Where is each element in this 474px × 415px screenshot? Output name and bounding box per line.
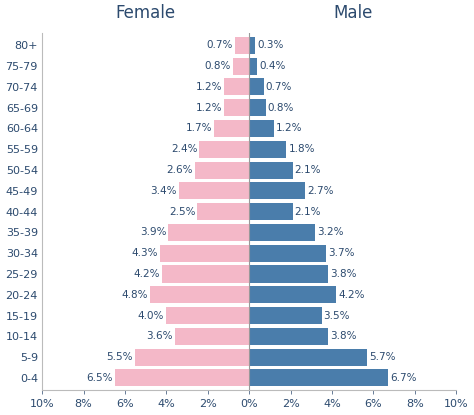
Bar (200, 141, 249, 158)
Text: 3.9%: 3.9% (140, 227, 166, 237)
Text: 2.4%: 2.4% (171, 144, 197, 154)
Bar (249, 141, 286, 158)
Text: 0.8%: 0.8% (204, 61, 230, 71)
Bar (233, 58, 249, 75)
Bar (135, 349, 249, 366)
Text: 3.2%: 3.2% (318, 227, 344, 237)
Bar (249, 99, 265, 116)
Bar (224, 99, 249, 116)
Text: 4.8%: 4.8% (121, 290, 148, 300)
Bar (249, 224, 315, 241)
Bar (197, 203, 249, 220)
Text: 0.7%: 0.7% (265, 82, 292, 92)
Bar (249, 266, 328, 283)
Text: 4.2%: 4.2% (134, 269, 160, 279)
Bar (249, 307, 321, 324)
Bar (162, 266, 249, 283)
Bar (249, 328, 328, 345)
Bar (150, 286, 249, 303)
Bar (249, 182, 305, 199)
Text: 0.7%: 0.7% (206, 40, 233, 50)
Bar (249, 58, 257, 75)
Text: 6.5%: 6.5% (86, 373, 112, 383)
Text: 2.5%: 2.5% (169, 207, 195, 217)
Text: 5.5%: 5.5% (107, 352, 133, 362)
Bar (249, 203, 292, 220)
Bar (235, 37, 249, 54)
Text: 3.8%: 3.8% (330, 269, 356, 279)
Bar (249, 78, 264, 95)
Bar (214, 120, 249, 137)
Bar (249, 161, 292, 178)
Bar (249, 37, 255, 54)
Bar (249, 286, 336, 303)
Text: 1.8%: 1.8% (289, 144, 315, 154)
Text: 1.2%: 1.2% (276, 124, 302, 134)
Bar (249, 120, 274, 137)
Text: 2.7%: 2.7% (307, 186, 334, 196)
Text: 2.1%: 2.1% (295, 165, 321, 175)
Bar (168, 224, 249, 241)
Text: 0.4%: 0.4% (259, 61, 286, 71)
Text: 3.8%: 3.8% (330, 331, 356, 342)
Text: 1.2%: 1.2% (196, 82, 222, 92)
Bar (166, 307, 249, 324)
Text: 0.8%: 0.8% (268, 103, 294, 113)
Bar (195, 161, 249, 178)
Text: 3.5%: 3.5% (324, 310, 350, 320)
Bar (249, 349, 367, 366)
Text: 3.6%: 3.6% (146, 331, 173, 342)
Bar (179, 182, 249, 199)
Text: 4.3%: 4.3% (131, 248, 158, 258)
Text: 6.7%: 6.7% (390, 373, 416, 383)
Bar (115, 369, 249, 386)
Text: 3.7%: 3.7% (328, 248, 354, 258)
Bar (224, 78, 249, 95)
Text: 1.2%: 1.2% (196, 103, 222, 113)
Bar (249, 369, 388, 386)
Bar (249, 245, 326, 262)
Text: Female: Female (116, 5, 176, 22)
Text: 1.7%: 1.7% (185, 124, 212, 134)
Text: Male: Male (333, 5, 372, 22)
Text: 5.7%: 5.7% (369, 352, 396, 362)
Text: 2.1%: 2.1% (295, 207, 321, 217)
Bar (174, 328, 249, 345)
Text: 0.3%: 0.3% (257, 40, 284, 50)
Text: 3.4%: 3.4% (150, 186, 177, 196)
Text: 4.0%: 4.0% (138, 310, 164, 320)
Text: 2.6%: 2.6% (167, 165, 193, 175)
Bar (160, 245, 249, 262)
Text: 4.2%: 4.2% (338, 290, 365, 300)
